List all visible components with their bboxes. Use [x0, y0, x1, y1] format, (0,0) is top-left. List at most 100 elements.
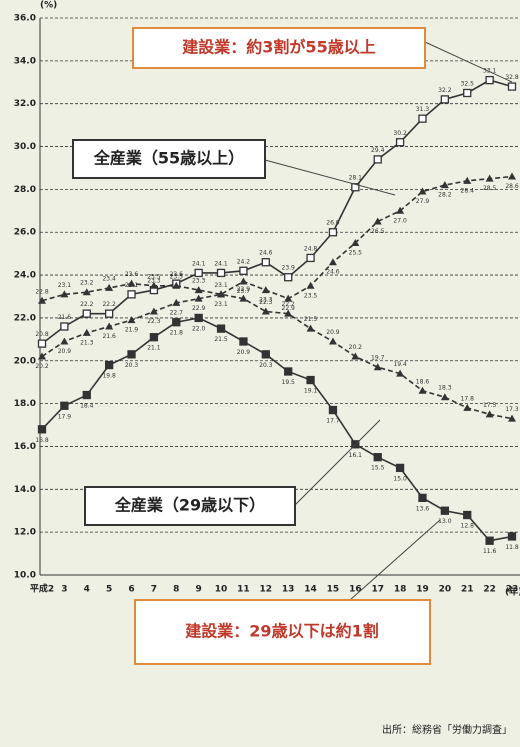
annotation: 建設業：29歳以下は約1割: [185, 622, 378, 641]
value-label: 29.4: [371, 147, 385, 154]
value-label: 21.5: [214, 336, 228, 343]
value-label: 17.9: [58, 413, 72, 420]
point: [172, 318, 181, 327]
point: [60, 337, 69, 345]
point: [261, 258, 270, 267]
point: [194, 286, 203, 294]
series-line: [41, 79, 513, 345]
point: [216, 268, 226, 278]
point: [351, 183, 360, 192]
point: [463, 176, 472, 184]
point: [149, 281, 158, 289]
point: [105, 322, 114, 330]
value-label: 13.0: [438, 518, 452, 525]
point: [261, 350, 270, 359]
value-label: 22.3: [259, 299, 273, 306]
point: [261, 307, 270, 315]
leader-line: [264, 159, 396, 196]
annotation: 全産業（29歳以下）: [114, 496, 265, 515]
y-tick-label: 16.0: [14, 442, 36, 452]
point: [418, 386, 427, 394]
y-tick-label: 30.0: [14, 142, 36, 152]
point: [507, 532, 517, 541]
plot: 10.0 12.0 14.0 16.0 18.0 20.0 22.0 24.0 26.0 28.0…: [14, 14, 520, 595]
value-label: 24.6: [259, 250, 273, 257]
point: [194, 294, 203, 302]
value-label: 20.2: [35, 363, 49, 370]
value-label: 22.0: [192, 325, 206, 332]
value-label: 19.8: [102, 373, 116, 380]
point: [306, 253, 315, 263]
x-tick-label: 19: [416, 585, 429, 595]
annotation-box: [84, 486, 296, 526]
value-label: 21.6: [58, 314, 72, 321]
value-label: 22.8: [35, 288, 49, 295]
x-tick-label: 21: [461, 585, 474, 595]
y-tick-label: 10.0: [14, 571, 36, 581]
x-tick-label: 10: [215, 585, 228, 595]
x-unit: (年): [505, 586, 520, 598]
value-label: 22.9: [237, 286, 251, 293]
point: [485, 410, 494, 418]
point: [463, 510, 472, 520]
point: [373, 453, 382, 462]
point: [418, 114, 427, 123]
point: [351, 352, 360, 360]
y-tick-label: 26.0: [14, 228, 36, 238]
y-tick-label: 18.0: [14, 399, 36, 409]
y-tick-label: 32.0: [14, 99, 36, 109]
point: [82, 288, 91, 296]
x-tick-label: 15: [327, 585, 340, 595]
value-label: 23.5: [304, 292, 318, 299]
point: [149, 333, 159, 342]
x-tick-label: 16: [349, 585, 362, 595]
value-label: 22.9: [192, 305, 206, 312]
point: [172, 281, 181, 289]
series-line: [41, 317, 513, 542]
value-label: 22.7: [170, 309, 184, 316]
x-tick-label: 11: [237, 585, 250, 595]
value-label: 16.1: [349, 452, 363, 459]
value-label: 23.5: [170, 273, 184, 280]
value-label: 20.3: [125, 362, 139, 369]
value-label: 32.5: [461, 80, 475, 87]
point: [463, 88, 472, 98]
x-tick-label: 7: [151, 585, 157, 595]
x-tick-label: 18: [394, 585, 407, 595]
value-label: 23.1: [58, 282, 72, 289]
x-tick-label: 5: [106, 585, 112, 595]
value-label: 23.3: [259, 297, 273, 304]
point: [37, 425, 47, 434]
value-label: 21.6: [102, 333, 116, 340]
x-tick-label: 6: [128, 585, 134, 595]
value-label: 23.4: [102, 275, 116, 282]
y-tick-label: 12.0: [14, 528, 36, 538]
annotation: 建設業：約3割が55歳以上: [182, 38, 375, 57]
value-label: 23.6: [125, 271, 139, 278]
point: [216, 324, 226, 333]
series-line: [41, 175, 513, 358]
point: [217, 290, 226, 298]
point: [239, 337, 248, 346]
value-label: 20.2: [349, 344, 363, 351]
point: [373, 363, 382, 371]
point: [261, 286, 270, 294]
point: [60, 290, 69, 298]
value-label: 22.3: [147, 318, 161, 325]
value-label: 19.1: [304, 388, 318, 395]
y-tick-label: 14.0: [14, 485, 36, 495]
x-tick-label: 8: [173, 585, 179, 595]
value-label: 23.3: [192, 278, 206, 285]
value-label: 19.5: [282, 379, 296, 386]
point: [306, 375, 315, 385]
leader-line: [349, 519, 441, 601]
y-tick-label: 34.0: [14, 56, 36, 66]
point: [239, 266, 248, 275]
point: [60, 401, 69, 410]
value-label: 23.5: [147, 273, 161, 280]
value-label: 17.7: [326, 418, 340, 425]
value-label: 20.8: [35, 331, 49, 338]
y-tick-label: 28.0: [14, 185, 36, 195]
point: [396, 206, 405, 214]
point: [306, 324, 315, 332]
